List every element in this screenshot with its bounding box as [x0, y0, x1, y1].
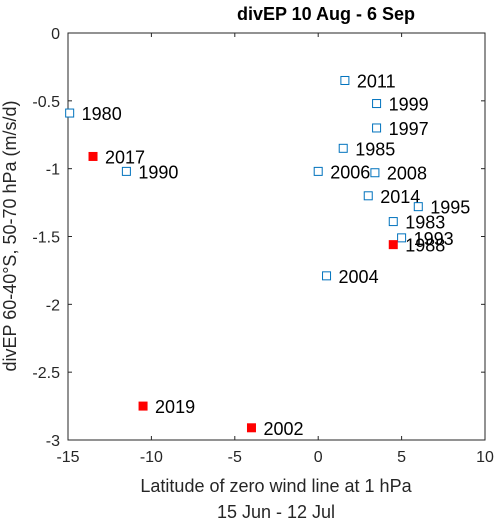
open-square-marker: [413, 202, 423, 212]
y-tick-label: -3: [46, 433, 60, 450]
open-square-marker: [370, 168, 380, 178]
point-label: 2014: [380, 187, 420, 207]
data-point-1980: 1980: [65, 104, 122, 124]
open-square-marker: [340, 75, 350, 85]
open-square-marker: [338, 143, 348, 153]
y-tick-label: -2.5: [32, 365, 60, 382]
data-point-1993: 1993: [397, 229, 454, 249]
point-label: 1980: [82, 104, 122, 124]
data-point-1985: 1985: [338, 139, 395, 159]
chart-title: divEP 10 Aug - 6 Sep: [237, 4, 415, 24]
data-point-2006: 2006: [313, 162, 370, 182]
point-label: 1985: [355, 139, 395, 159]
open-square-marker: [65, 108, 75, 118]
data-point-1995: 1995: [413, 198, 470, 218]
plot-area: -15 -10 -5 0 5 10 0 -0.5 -1 -1.5 -2 -2.5 -3 1980 201…: [32, 26, 494, 466]
y-tick-label: -2: [46, 297, 60, 314]
data-point-1997: 1997: [372, 119, 429, 139]
data-point-2004: 2004: [322, 267, 379, 287]
filled-square-marker: [138, 401, 148, 411]
x-tick-label: 0: [314, 449, 323, 466]
point-label: 2011: [357, 71, 396, 91]
data-point-2002: 2002: [246, 419, 304, 439]
x-tick-label: -5: [228, 449, 242, 466]
point-label: 1995: [430, 198, 470, 218]
data-point-2011: 2011: [340, 71, 396, 91]
open-square-marker: [313, 166, 323, 176]
y-tick-label: -1: [46, 162, 60, 179]
point-label: 1999: [389, 95, 429, 115]
data-point-2019: 2019: [138, 397, 195, 417]
open-square-marker: [372, 123, 382, 133]
x-tick-label: 10: [476, 449, 494, 466]
point-label: 2017: [105, 147, 145, 167]
filled-square-marker: [88, 151, 98, 161]
x-axis-label-subtitle: 15 Jun - 12 Jul: [217, 502, 335, 522]
y-tick-label: -0.5: [32, 94, 60, 111]
point-label: 1990: [138, 162, 178, 182]
point-label: 2002: [263, 419, 303, 439]
data-point-1983: 1983: [388, 213, 445, 233]
filled-square-marker: [246, 423, 256, 433]
open-square-marker: [121, 166, 131, 176]
x-tick-label: -15: [56, 449, 79, 466]
data-point-2008: 2008: [370, 164, 427, 184]
point-label: 1993: [414, 229, 454, 249]
y-axis-label: divEP 60-40°S, 50-70 hPa (m/s/d): [0, 100, 20, 371]
y-tick-label: 0: [51, 26, 60, 43]
open-square-marker: [388, 217, 398, 227]
point-label: 1983: [405, 213, 445, 233]
x-tick-label: 5: [397, 449, 406, 466]
open-square-marker: [363, 191, 373, 201]
point-label: 2004: [339, 267, 379, 287]
point-label: 2019: [155, 397, 195, 417]
x-axis-ticks: -15 -10 -5 0 5 10: [56, 33, 494, 466]
x-tick-label: -10: [140, 449, 163, 466]
data-point-1990: 1990: [121, 162, 178, 182]
data-point-2014: 2014: [363, 187, 420, 207]
open-square-marker: [372, 99, 382, 109]
y-axis-ticks: 0 -0.5 -1 -1.5 -2 -2.5 -3: [32, 26, 485, 450]
point-label: 2006: [330, 162, 370, 182]
data-point-1999: 1999: [372, 95, 429, 115]
x-axis-label: Latitude of zero wind line at 1 hPa: [140, 476, 412, 496]
data-point-1988: 1988: [388, 236, 445, 256]
data-point-2017: 2017: [88, 147, 145, 167]
point-label: 1997: [389, 119, 429, 139]
y-tick-label: -1.5: [32, 230, 60, 247]
point-label: 1988: [405, 236, 445, 256]
open-square-marker: [397, 233, 407, 243]
filled-square-marker: [388, 240, 398, 250]
open-square-marker: [322, 271, 332, 281]
point-label: 2008: [387, 164, 427, 184]
